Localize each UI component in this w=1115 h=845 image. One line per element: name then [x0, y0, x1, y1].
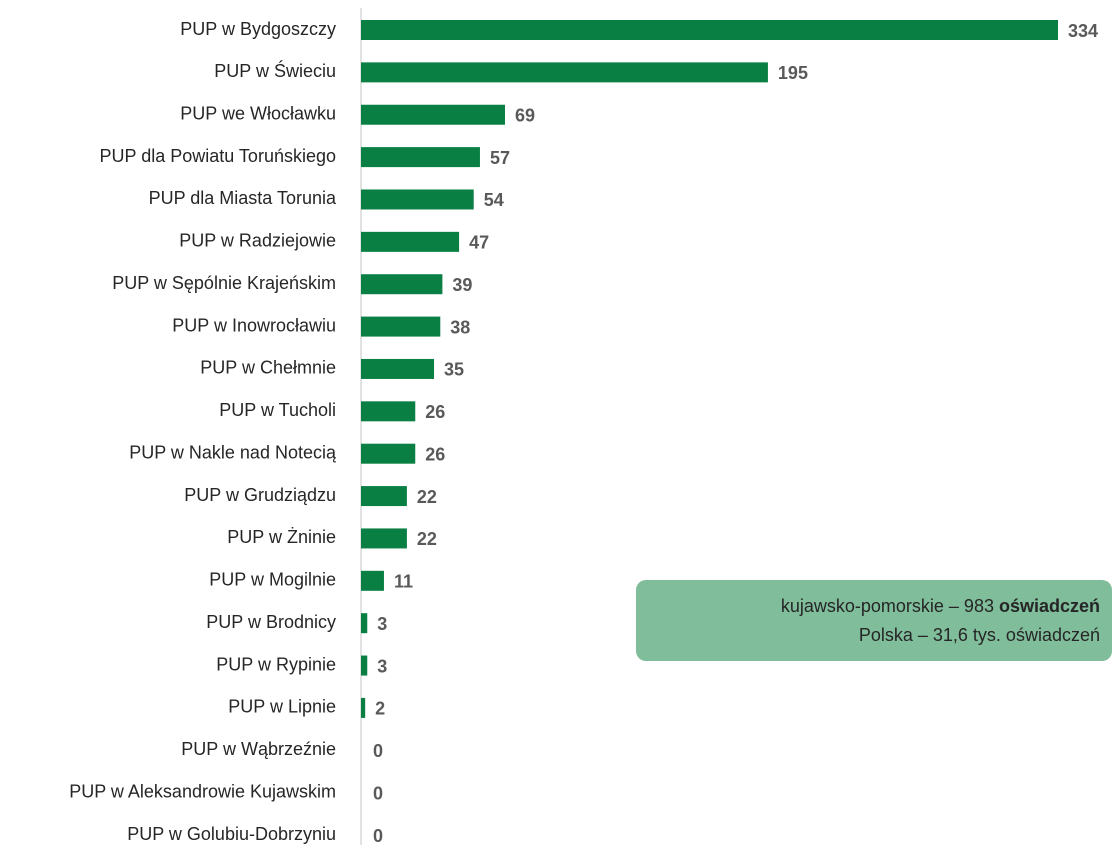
category-label: PUP w Grudziądzu: [184, 485, 336, 505]
value-label: 35: [444, 360, 464, 380]
value-label: 0: [373, 783, 383, 803]
category-label: PUP dla Powiatu Toruńskiego: [100, 146, 336, 166]
bar: [361, 231, 460, 252]
category-label: PUP w Aleksandrowie Kujawskim: [69, 781, 336, 801]
bar: [361, 655, 368, 676]
bar: [361, 358, 435, 379]
value-label: 11: [394, 572, 413, 592]
annotation: Polska – 31,6 tys. oświadczeń: [859, 625, 1100, 645]
category-label: PUP w Świeciu: [214, 60, 336, 81]
bar: [361, 147, 480, 168]
annotation-bold: oświadczeń: [999, 596, 1100, 616]
category-label: PUP w Sępólnie Krajeńskim: [112, 273, 336, 293]
category-label: PUP w Inowrocławiu: [172, 315, 336, 335]
value-label: 0: [373, 741, 383, 761]
category-label: PUP w Żninie: [227, 527, 336, 547]
value-label: 22: [417, 529, 437, 549]
bar: [361, 316, 441, 337]
bar: [361, 20, 1058, 40]
category-label: PUP w Golubiu-Dobrzyniu: [127, 824, 336, 844]
value-label: 38: [450, 317, 470, 337]
bar: [361, 401, 416, 422]
category-label: PUP w Nakle nad Notecią: [129, 442, 337, 462]
value-label: 26: [425, 402, 445, 422]
category-label: PUP w Rypinie: [216, 654, 336, 674]
bar: [361, 62, 768, 83]
category-label: PUP w Radziejowie: [179, 231, 336, 251]
value-label: 47: [469, 233, 489, 253]
category-label: PUP w Brodnicy: [206, 612, 336, 632]
value-label: 195: [778, 63, 808, 83]
bar: [361, 570, 384, 591]
value-label: 54: [484, 190, 504, 210]
category-label: PUP w Mogilnie: [209, 570, 336, 590]
bar: [361, 274, 443, 295]
bar: [361, 189, 474, 210]
category-label: PUP w Tucholi: [219, 400, 336, 420]
category-label: PUP w Lipnie: [228, 697, 336, 717]
value-label: 26: [425, 444, 445, 464]
value-label: 69: [515, 105, 535, 125]
bar: [361, 104, 505, 125]
category-label: PUP we Włocławku: [180, 103, 336, 123]
value-label: 22: [417, 487, 437, 507]
value-label: 0: [373, 826, 383, 845]
value-label: 334: [1068, 21, 1098, 41]
category-label: PUP w Bydgoszczy: [180, 19, 336, 39]
value-label: 2: [375, 699, 385, 719]
bar: [361, 443, 416, 464]
annotation-text: kujawsko-pomorskie – 983: [781, 596, 994, 616]
value-label: 39: [452, 275, 472, 295]
bar: [361, 697, 366, 718]
category-label: PUP w Chełmnie: [200, 358, 336, 378]
bar: [361, 486, 407, 507]
value-label: 3: [377, 614, 387, 634]
category-label: PUP dla Miasta Torunia: [149, 188, 337, 208]
annotation-box: [636, 580, 1112, 661]
annotation: kujawsko-pomorskie – 983 oświadczeń: [781, 596, 1100, 616]
bar: [361, 528, 407, 549]
bar: [361, 613, 368, 634]
category-label: PUP w Wąbrzeźnie: [181, 739, 336, 759]
value-label: 3: [377, 656, 387, 676]
value-label: 57: [490, 148, 510, 168]
